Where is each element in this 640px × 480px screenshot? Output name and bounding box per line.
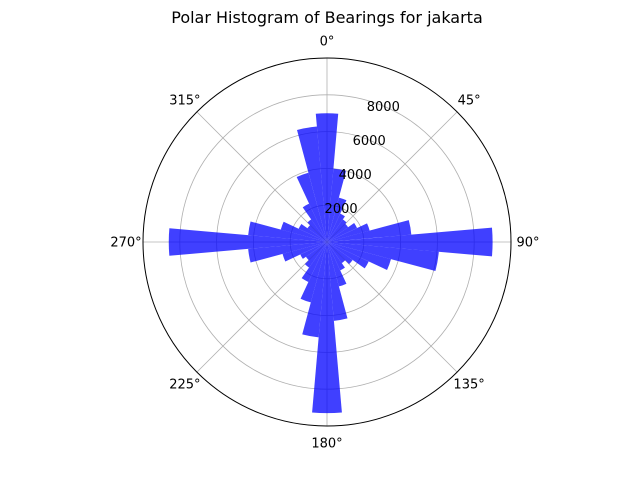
histogram-bar — [300, 242, 327, 259]
chart-title: Polar Histogram of Bearings for jakarta — [171, 8, 483, 27]
radial-tick-label: 4000 — [339, 168, 372, 183]
histogram-bar — [327, 168, 347, 242]
histogram-bar — [296, 172, 327, 242]
histogram-bar — [302, 242, 327, 338]
angle-tick-label: 90° — [516, 236, 539, 251]
histogram-bar — [168, 228, 327, 256]
histogram-bar — [280, 221, 327, 242]
polar-frame — [142, 57, 512, 427]
histogram-bar — [300, 242, 327, 303]
histogram-bar — [327, 213, 345, 242]
histogram-bar — [327, 242, 347, 287]
histogram-bar — [298, 224, 327, 242]
histogram-bar — [312, 242, 342, 414]
radial-tick-label: 8000 — [367, 100, 400, 115]
angle-tick-label: 225° — [169, 378, 200, 393]
histogram-bar — [327, 242, 391, 270]
histogram-bar — [248, 242, 327, 263]
histogram-bar — [315, 113, 339, 242]
histogram-bar — [327, 223, 349, 242]
radial-tick-label: 2000 — [325, 202, 358, 217]
histogram-bar — [327, 242, 353, 265]
histogram-bar — [302, 203, 327, 242]
histogram-bar — [327, 219, 347, 242]
angle-tick-label: 315° — [169, 93, 200, 108]
angle-tick-label: 270° — [110, 236, 141, 251]
histogram-bar — [301, 242, 327, 283]
angle-tick-label: 45° — [458, 93, 481, 108]
radial-tick-label: 6000 — [353, 134, 386, 149]
angular-gridline — [326, 111, 458, 243]
angle-tick-label: 135° — [453, 378, 484, 393]
histogram-bar — [248, 221, 327, 242]
histogram-bar — [327, 242, 346, 264]
label-layer: 2000 4000 6000 8000 0° 45° 90° 135° 180° 225° 270°… — [110, 35, 539, 452]
histogram-bar — [327, 242, 345, 271]
histogram-bar — [327, 220, 412, 242]
histogram-bar — [327, 242, 439, 272]
histogram-bar — [304, 242, 327, 268]
histogram-bar — [327, 223, 358, 242]
angle-tick-label: 180° — [311, 437, 342, 452]
histogram-bar — [282, 242, 327, 262]
histogram-bar — [327, 227, 493, 257]
histogram-bar — [307, 219, 327, 242]
histogram-bar — [297, 126, 327, 242]
angular-gridline — [196, 111, 328, 243]
histogram-bar — [327, 242, 369, 269]
angle-tick-label: 0° — [320, 35, 335, 50]
histogram-bar — [305, 242, 327, 261]
histogram-bar — [327, 197, 347, 242]
histogram-bar — [327, 223, 370, 242]
bar-layer — [168, 113, 493, 414]
histogram-bar — [307, 225, 327, 242]
histogram-bar — [327, 242, 348, 321]
